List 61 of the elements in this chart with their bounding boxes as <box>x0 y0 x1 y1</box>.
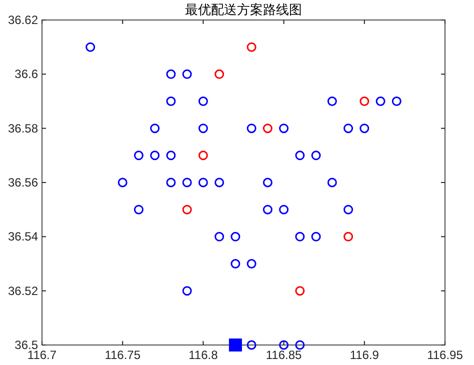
point <box>295 340 305 350</box>
point <box>134 204 144 214</box>
point <box>182 69 192 79</box>
point <box>360 96 370 106</box>
point <box>198 124 208 134</box>
point <box>311 232 321 242</box>
point <box>230 232 240 242</box>
point <box>150 150 160 160</box>
point <box>198 150 208 160</box>
point <box>246 42 256 52</box>
x-tick-label: 116.75 <box>104 348 141 362</box>
point <box>246 259 256 268</box>
y-tick-label: 36.58 <box>8 121 38 136</box>
point <box>214 69 224 79</box>
point <box>392 96 402 106</box>
point <box>344 124 354 134</box>
point <box>86 42 96 52</box>
point <box>279 124 289 134</box>
point <box>295 232 305 242</box>
point <box>295 150 305 160</box>
point <box>198 178 208 188</box>
point <box>246 340 256 350</box>
point <box>166 178 176 188</box>
x-tick-label: 116.8 <box>188 348 218 362</box>
point <box>214 232 224 242</box>
point <box>150 124 160 134</box>
point <box>228 338 242 352</box>
point <box>214 178 224 188</box>
point <box>166 150 176 160</box>
y-tick-label: 36.6 <box>14 67 38 82</box>
point <box>262 204 272 214</box>
point <box>344 232 354 242</box>
point <box>279 340 289 350</box>
point <box>134 150 144 160</box>
point <box>118 178 128 188</box>
point <box>246 124 256 134</box>
point <box>166 96 176 106</box>
point <box>182 204 192 214</box>
point <box>327 178 337 188</box>
point <box>182 286 192 296</box>
point <box>182 178 192 188</box>
y-tick-label: 36.52 <box>8 284 38 298</box>
point <box>262 178 272 188</box>
x-tick-label: 116.85 <box>266 348 302 362</box>
y-tick-label: 36.56 <box>8 176 38 190</box>
point <box>230 259 240 268</box>
chart-title: 最优配送方案路线图 <box>185 2 302 17</box>
x-tick-label: 116.95 <box>427 348 464 362</box>
point <box>344 204 354 214</box>
point <box>311 150 321 160</box>
point <box>360 124 370 134</box>
point <box>279 204 289 214</box>
y-tick-label: 36.54 <box>8 230 38 244</box>
point <box>166 69 176 79</box>
point <box>262 124 272 134</box>
point <box>376 96 386 106</box>
point <box>295 286 305 296</box>
x-tick-label: 116.9 <box>350 348 380 362</box>
y-tick-label: 36.62 <box>8 13 38 27</box>
point <box>327 96 337 106</box>
point <box>198 96 208 106</box>
